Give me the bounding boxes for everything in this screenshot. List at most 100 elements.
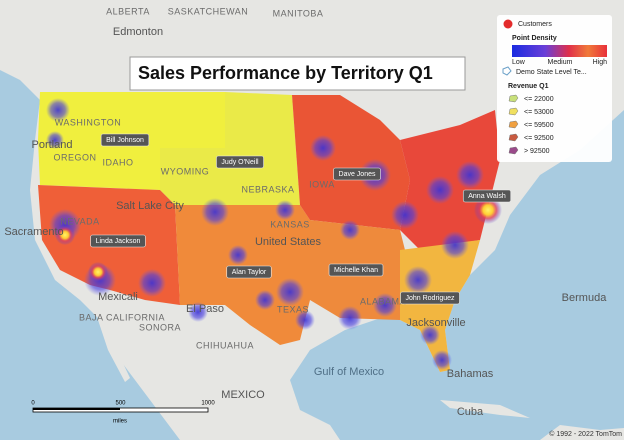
territory-judy-oneill — [160, 92, 300, 208]
density-blob — [426, 176, 454, 204]
density-hotspot — [55, 225, 75, 245]
territory-label: Anna Walsh — [468, 193, 506, 200]
scale-bar-fill — [33, 408, 120, 410]
density-blob — [338, 306, 362, 330]
territory-labels: Bill Johnson Judy O'Neill Dave Jones Anna W… — [90, 133, 512, 305]
place-label: IOWA — [309, 179, 335, 189]
copyright: © 1992 - 2022 TomTom — [549, 430, 622, 438]
territory-dave-jones — [292, 95, 410, 230]
density-blob — [340, 220, 360, 240]
legend-label: Low — [512, 59, 526, 66]
place-label: Gulf of Mexico — [314, 366, 384, 378]
place-label: NEVADA — [60, 216, 99, 226]
baja-peninsula — [98, 310, 130, 382]
legend-label: <= 92500 — [524, 135, 554, 142]
territory-label-box — [400, 291, 460, 305]
territory-label-box — [90, 234, 146, 248]
density-hotspot — [474, 196, 502, 224]
revenue-class-icon — [508, 107, 519, 116]
place-label: ALBERTA — [106, 6, 150, 16]
place-label: TEXAS — [277, 304, 309, 314]
title: Sales Performance by Territory Q1 — [138, 63, 433, 83]
place-label: Bermuda — [562, 292, 608, 304]
place-label: MEXICO — [221, 389, 265, 401]
scale-tick-label: 500 — [115, 401, 126, 407]
density-blob — [138, 269, 166, 297]
density-blob — [201, 198, 229, 226]
place-label: Cuba — [457, 406, 484, 418]
revenue-classes: <= 22000 <= 53000 <= 59500 <= 92500 > 92500 — [508, 94, 554, 155]
density-blob — [46, 131, 64, 149]
legend-layer-icon — [502, 66, 512, 76]
revenue-class-icon — [508, 133, 519, 142]
territory-label: John Rodriguez — [405, 295, 455, 302]
place-label: Mexicali — [98, 291, 138, 303]
density-bar — [512, 45, 607, 57]
place-label: Sacramento — [4, 226, 63, 238]
legend-heading: Point Density — [512, 35, 557, 42]
territory-label: Linda Jackson — [96, 238, 141, 245]
density-blob — [228, 245, 248, 265]
scale-tick-label: 0 — [31, 401, 35, 407]
density-blob — [255, 290, 275, 310]
place-label: WASHINGTON — [55, 117, 122, 127]
territory-label: Michelle Khan — [334, 267, 378, 274]
density-blob — [404, 266, 432, 294]
place-label: SASKATCHEWAN — [168, 6, 249, 16]
territory-label: Alan Taylor — [232, 269, 267, 276]
scale-tick-label: 1000 — [201, 401, 215, 407]
territory-label: Bill Johnson — [106, 137, 144, 144]
place-label: United States — [255, 236, 322, 248]
place-label: El Paso — [186, 303, 224, 315]
density-blob — [456, 161, 484, 189]
place-label: Edmonton — [113, 26, 163, 38]
place-label: BAJA CALIFORNIA — [79, 312, 165, 322]
territory-label: Judy O'Neill — [221, 159, 259, 166]
density-blob — [373, 293, 397, 317]
place-label: ALABAMA — [360, 296, 406, 306]
place-label: CHIHUAHUA — [196, 340, 254, 350]
title-box — [129, 56, 466, 91]
place-label: SONORA — [139, 322, 181, 332]
territory-label-box — [462, 189, 512, 203]
place-labels: ALBERTA SASKATCHEWAN MANITOBA Edmonton W… — [4, 6, 607, 418]
density-blob — [275, 200, 295, 220]
scale-bar: miles 0 500 1000 — [31, 401, 215, 425]
density-blob — [276, 278, 304, 306]
density-blob — [46, 98, 70, 122]
density-blob — [420, 325, 440, 345]
revenue-class-icon — [508, 146, 519, 155]
territory-label-box — [328, 263, 384, 277]
density-hotspot — [88, 262, 108, 282]
place-label: Bahamas — [447, 368, 494, 380]
caribbean-land — [540, 425, 624, 440]
density-blob — [295, 310, 315, 330]
place-label: Portland — [32, 139, 73, 151]
legend-customer-icon — [503, 19, 513, 29]
density-blob — [188, 302, 208, 322]
density-blob — [441, 231, 469, 259]
territory-label-box — [226, 265, 272, 279]
place-label: MANITOBA — [273, 8, 324, 18]
density-blob — [310, 135, 336, 161]
legend-label: > 92500 — [524, 148, 550, 155]
legend-label: <= 59500 — [524, 122, 554, 129]
density-blob — [432, 350, 452, 370]
legend-label: High — [593, 59, 608, 66]
legend-heading: Revenue Q1 — [508, 83, 549, 90]
place-label: IDAHO — [102, 157, 133, 167]
place-label: KANSAS — [270, 219, 310, 229]
territory-label-box — [216, 155, 264, 169]
territory-label: Dave Jones — [339, 171, 376, 178]
territory-label-box — [100, 133, 150, 147]
revenue-class-icon — [508, 120, 519, 129]
legend-label: Demo State Level Te... — [516, 69, 587, 76]
density-blob — [391, 201, 419, 229]
territory-label-box — [333, 167, 381, 181]
revenue-class-icon — [508, 94, 519, 103]
legend: Customers Point Density Low Medium High … — [497, 15, 612, 162]
legend-label: Medium — [548, 59, 573, 66]
scale-unit: miles — [113, 419, 127, 425]
place-label: Jacksonville — [406, 317, 465, 329]
